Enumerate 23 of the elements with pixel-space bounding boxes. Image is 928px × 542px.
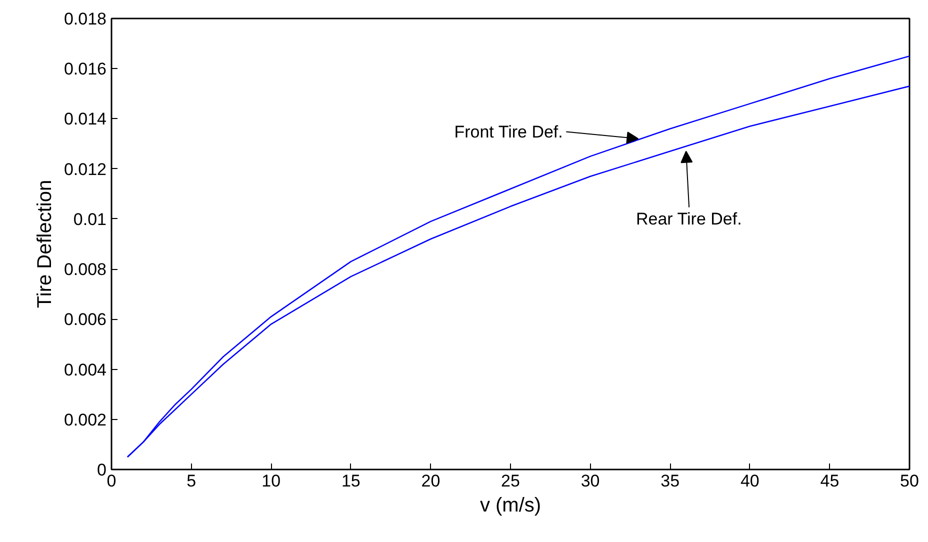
x-tick-label: 10 [262, 472, 281, 490]
x-axis-title: v (m/s) [480, 494, 542, 516]
x-tick-label: 40 [740, 472, 760, 490]
y-tick-label: 0.008 [64, 260, 107, 280]
x-tick-label: 30 [580, 472, 600, 490]
y-tick-label: 0.016 [64, 60, 107, 79]
y-tick-label: 0.018 [64, 10, 107, 28]
x-tick-label: 50 [900, 472, 919, 490]
annotation: Rear Tire Def. [636, 209, 742, 228]
y-tick-label: 0.014 [64, 110, 107, 129]
y-tick-label: 0.012 [64, 160, 107, 179]
x-tick-label: 25 [501, 472, 520, 490]
x-tick-label: 45 [820, 472, 840, 490]
y-tick-label: 0.006 [64, 310, 107, 330]
annotation: Front Tire Def. [454, 122, 563, 142]
y-tick-label: 0.01 [73, 210, 107, 229]
y-axis-title: Tire Deflection [34, 180, 56, 308]
x-tick-label: 20 [421, 472, 440, 490]
x-tick-label: 5 [186, 472, 196, 490]
y-tick-label: 0.004 [64, 360, 107, 380]
x-tick-label: 35 [660, 472, 680, 490]
x-tick-label: 15 [341, 472, 360, 490]
y-tick-label: 0.002 [64, 410, 107, 430]
